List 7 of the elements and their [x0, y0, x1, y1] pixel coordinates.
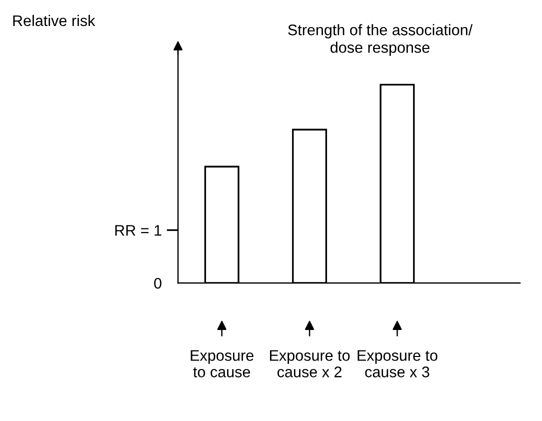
x-tick-label: Exposure to cause: [190, 350, 254, 378]
y-tick-label: 0: [154, 278, 162, 289]
chart-title: Strength of the association/ dose response: [288, 24, 473, 56]
y-tick-label: RR = 1: [115, 225, 162, 236]
x-tick-label: Exposure to cause x 2: [270, 350, 350, 378]
y-axis-title: Relative risk: [13, 14, 96, 26]
x-tick-label: Exposure to cause x 3: [358, 350, 438, 378]
